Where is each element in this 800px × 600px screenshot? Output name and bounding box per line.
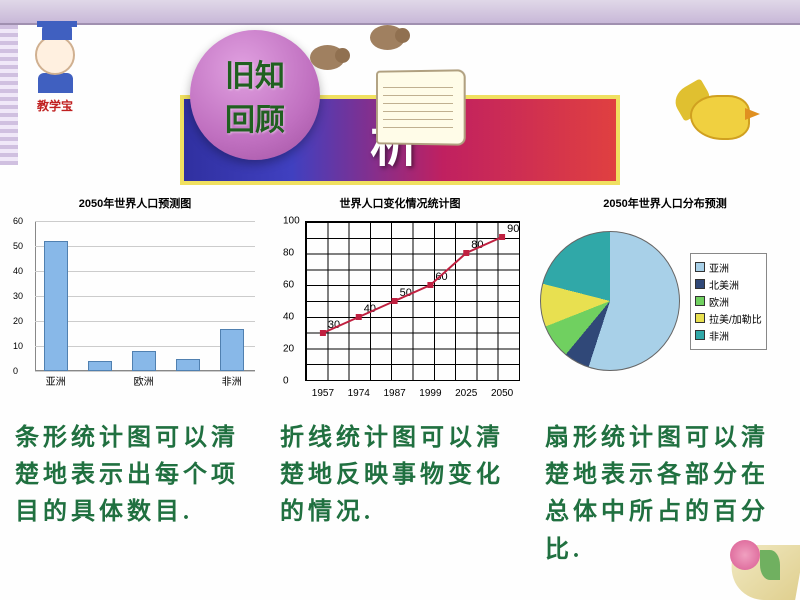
mascot: 教学宝 <box>25 35 85 105</box>
legend-item: 拉美/加勒比 <box>695 311 762 326</box>
book-icon <box>355 55 475 155</box>
line-chart-title: 世界人口变化情况统计图 <box>275 195 525 211</box>
bar-chart-title: 2050年世界人口预测图 <box>10 195 260 211</box>
review-badge: 旧知 回顾 <box>190 30 320 160</box>
legend-item: 北美洲 <box>695 277 762 292</box>
charts-row: 2050年世界人口预测图 0102030405060亚洲欧洲非洲 世界人口变化情… <box>10 195 790 405</box>
mascot-label: 教学宝 <box>25 97 85 114</box>
badge-line1: 旧知 <box>225 51 285 95</box>
mascot-body <box>38 73 73 93</box>
legend-item: 非洲 <box>695 328 762 343</box>
left-stripe <box>0 25 18 165</box>
bar-chart-box: 2050年世界人口预测图 0102030405060亚洲欧洲非洲 <box>10 195 260 405</box>
pie-legend: 亚洲北美洲欧洲拉美/加勒比非洲 <box>690 253 767 350</box>
caption-line: 折线统计图可以清楚地反映事物变化的情况. <box>280 420 520 569</box>
line-chart: 0204060801001957197419871999202520503040… <box>275 216 525 401</box>
corner-decoration <box>710 530 800 600</box>
mascot-head <box>35 35 75 75</box>
yellow-bird-icon <box>670 80 770 160</box>
captions-row: 条形统计图可以清楚地表示出每个项目的具体数目. 折线统计图可以清楚地反映事物变化… <box>15 420 785 569</box>
sparrow-icon <box>370 25 420 65</box>
top-decoration <box>0 0 800 25</box>
bar-chart: 0102030405060亚洲欧洲非洲 <box>10 216 260 391</box>
mascot-hat-icon <box>42 25 72 40</box>
badge-line2: 回顾 <box>225 95 285 139</box>
pie-chart-title: 2050年世界人口分布预测 <box>540 195 790 211</box>
line-chart-box: 世界人口变化情况统计图 0204060801001957197419871999… <box>275 195 525 405</box>
legend-item: 亚洲 <box>695 260 762 275</box>
pie-chart-box: 2050年世界人口分布预测 亚洲北美洲欧洲拉美/加勒比非洲 <box>540 195 790 405</box>
sparrow-icon <box>310 45 360 85</box>
caption-bar: 条形统计图可以清楚地表示出每个项目的具体数目. <box>15 420 255 569</box>
legend-item: 欧洲 <box>695 294 762 309</box>
pie-chart <box>540 231 680 371</box>
